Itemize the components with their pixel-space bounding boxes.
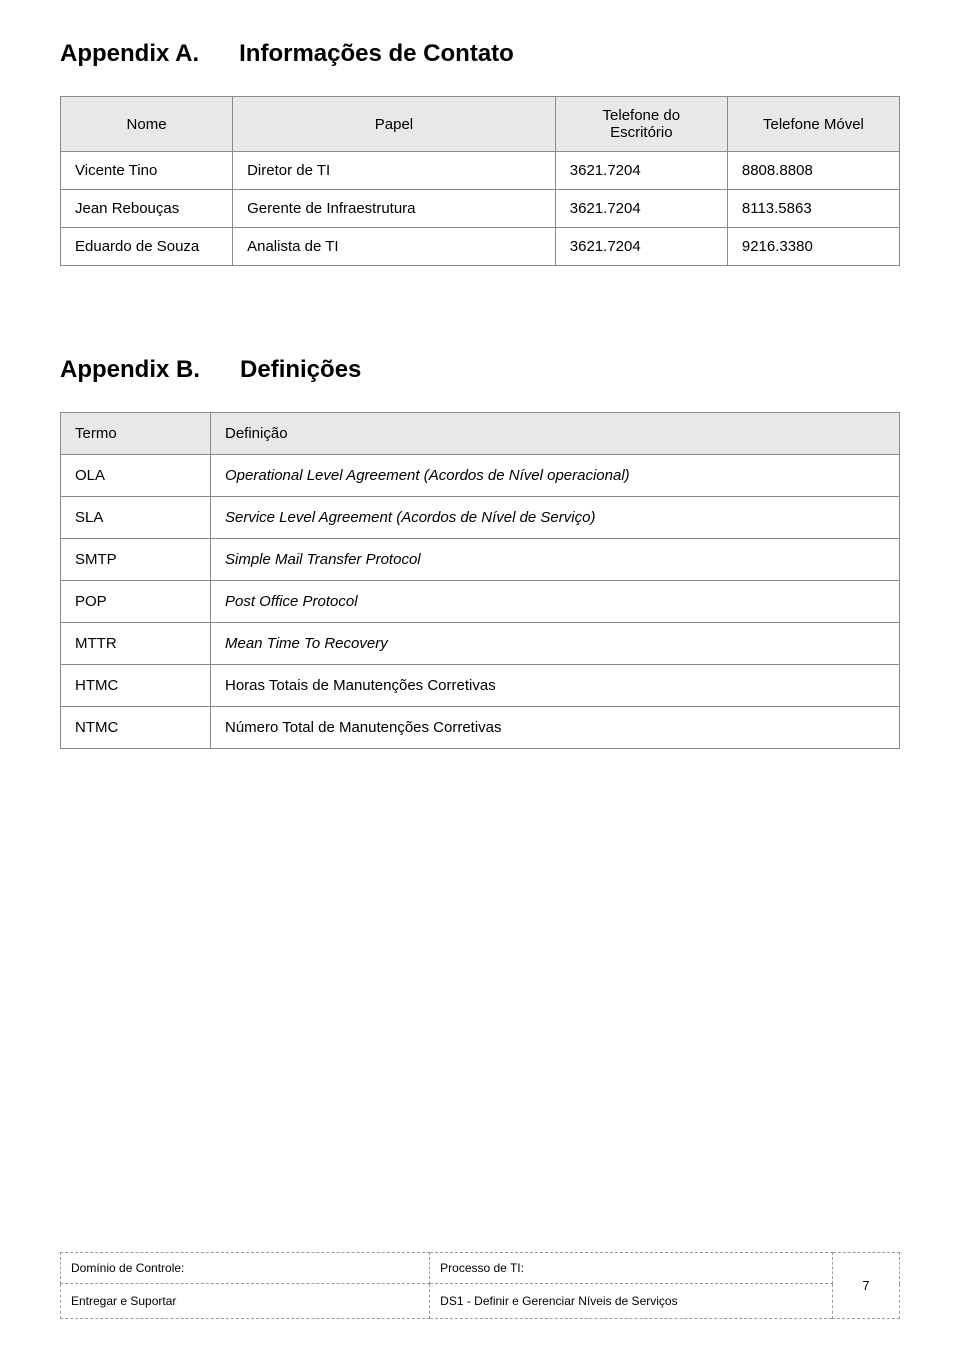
- contact-tel2: 8808.8808: [727, 152, 899, 190]
- defs-row: HTMC Horas Totais de Manutenções Correti…: [61, 665, 900, 707]
- contact-nome: Eduardo de Souza: [61, 228, 233, 266]
- defs-termo: NTMC: [61, 707, 211, 749]
- defs-definicao: Service Level Agreement (Acordos de Níve…: [211, 497, 900, 539]
- defs-definicao: Horas Totais de Manutenções Corretivas: [211, 665, 900, 707]
- contact-nome: Vicente Tino: [61, 152, 233, 190]
- defs-row: SMTP Simple Mail Transfer Protocol: [61, 539, 900, 581]
- col-tel-escritorio-header: Telefone do Escritório: [555, 97, 727, 152]
- page-number: 7: [832, 1253, 899, 1319]
- page-footer: Domínio de Controle: Processo de TI: 7 E…: [60, 1252, 900, 1319]
- defs-row: SLA Service Level Agreement (Acordos de …: [61, 497, 900, 539]
- contact-row: Vicente Tino Diretor de TI 3621.7204 880…: [61, 152, 900, 190]
- defs-definicao: Número Total de Manutenções Corretivas: [211, 707, 900, 749]
- contact-papel: Analista de TI: [233, 228, 556, 266]
- defs-definicao: Mean Time To Recovery: [211, 623, 900, 665]
- defs-termo: POP: [61, 581, 211, 623]
- appendix-a-heading: Appendix A. Informações de Contato: [60, 40, 900, 68]
- defs-header-row: Termo Definição: [61, 413, 900, 455]
- contact-nome: Jean Rebouças: [61, 190, 233, 228]
- definitions-table: Termo Definição OLA Operational Level Ag…: [60, 412, 900, 749]
- footer-table: Domínio de Controle: Processo de TI: 7 E…: [60, 1252, 900, 1319]
- contact-header-row: Nome Papel Telefone do Escritório Telefo…: [61, 97, 900, 152]
- footer-right-value: DS1 - Definir e Gerenciar Níveis de Serv…: [430, 1284, 833, 1319]
- contact-papel: Gerente de Infraestrutura: [233, 190, 556, 228]
- defs-definicao: Operational Level Agreement (Acordos de …: [211, 455, 900, 497]
- contact-papel: Diretor de TI: [233, 152, 556, 190]
- defs-definicao: Simple Mail Transfer Protocol: [211, 539, 900, 581]
- appendix-b-heading: Appendix B. Definições: [60, 356, 900, 384]
- defs-row: NTMC Número Total de Manutenções Correti…: [61, 707, 900, 749]
- footer-row-1: Domínio de Controle: Processo de TI: 7: [61, 1253, 900, 1284]
- appendix-b-title: Definições: [240, 356, 361, 384]
- footer-left-label: Domínio de Controle:: [61, 1253, 430, 1284]
- appendix-a-title: Informações de Contato: [239, 40, 514, 68]
- defs-termo: OLA: [61, 455, 211, 497]
- defs-row: MTTR Mean Time To Recovery: [61, 623, 900, 665]
- defs-termo: SMTP: [61, 539, 211, 581]
- contact-tel2: 8113.5863: [727, 190, 899, 228]
- contact-tel1: 3621.7204: [555, 228, 727, 266]
- footer-left-value: Entregar e Suportar: [61, 1284, 430, 1319]
- contact-table: Nome Papel Telefone do Escritório Telefo…: [60, 96, 900, 266]
- col-termo-header: Termo: [61, 413, 211, 455]
- contact-tel1: 3621.7204: [555, 152, 727, 190]
- contact-row: Eduardo de Souza Analista de TI 3621.720…: [61, 228, 900, 266]
- contact-tel1: 3621.7204: [555, 190, 727, 228]
- appendix-a-prefix: Appendix A.: [60, 40, 199, 68]
- col-nome-header: Nome: [61, 97, 233, 152]
- contact-row: Jean Rebouças Gerente de Infraestrutura …: [61, 190, 900, 228]
- appendix-b-prefix: Appendix B.: [60, 356, 200, 384]
- col-papel-header: Papel: [233, 97, 556, 152]
- defs-termo: SLA: [61, 497, 211, 539]
- defs-row: OLA Operational Level Agreement (Acordos…: [61, 455, 900, 497]
- defs-row: POP Post Office Protocol: [61, 581, 900, 623]
- col-definicao-header: Definição: [211, 413, 900, 455]
- defs-termo: HTMC: [61, 665, 211, 707]
- defs-definicao: Post Office Protocol: [211, 581, 900, 623]
- defs-termo: MTTR: [61, 623, 211, 665]
- footer-right-label: Processo de TI:: [430, 1253, 833, 1284]
- footer-row-2: Entregar e Suportar DS1 - Definir e Gere…: [61, 1284, 900, 1319]
- contact-tel2: 9216.3380: [727, 228, 899, 266]
- col-tel-movel-header: Telefone Móvel: [727, 97, 899, 152]
